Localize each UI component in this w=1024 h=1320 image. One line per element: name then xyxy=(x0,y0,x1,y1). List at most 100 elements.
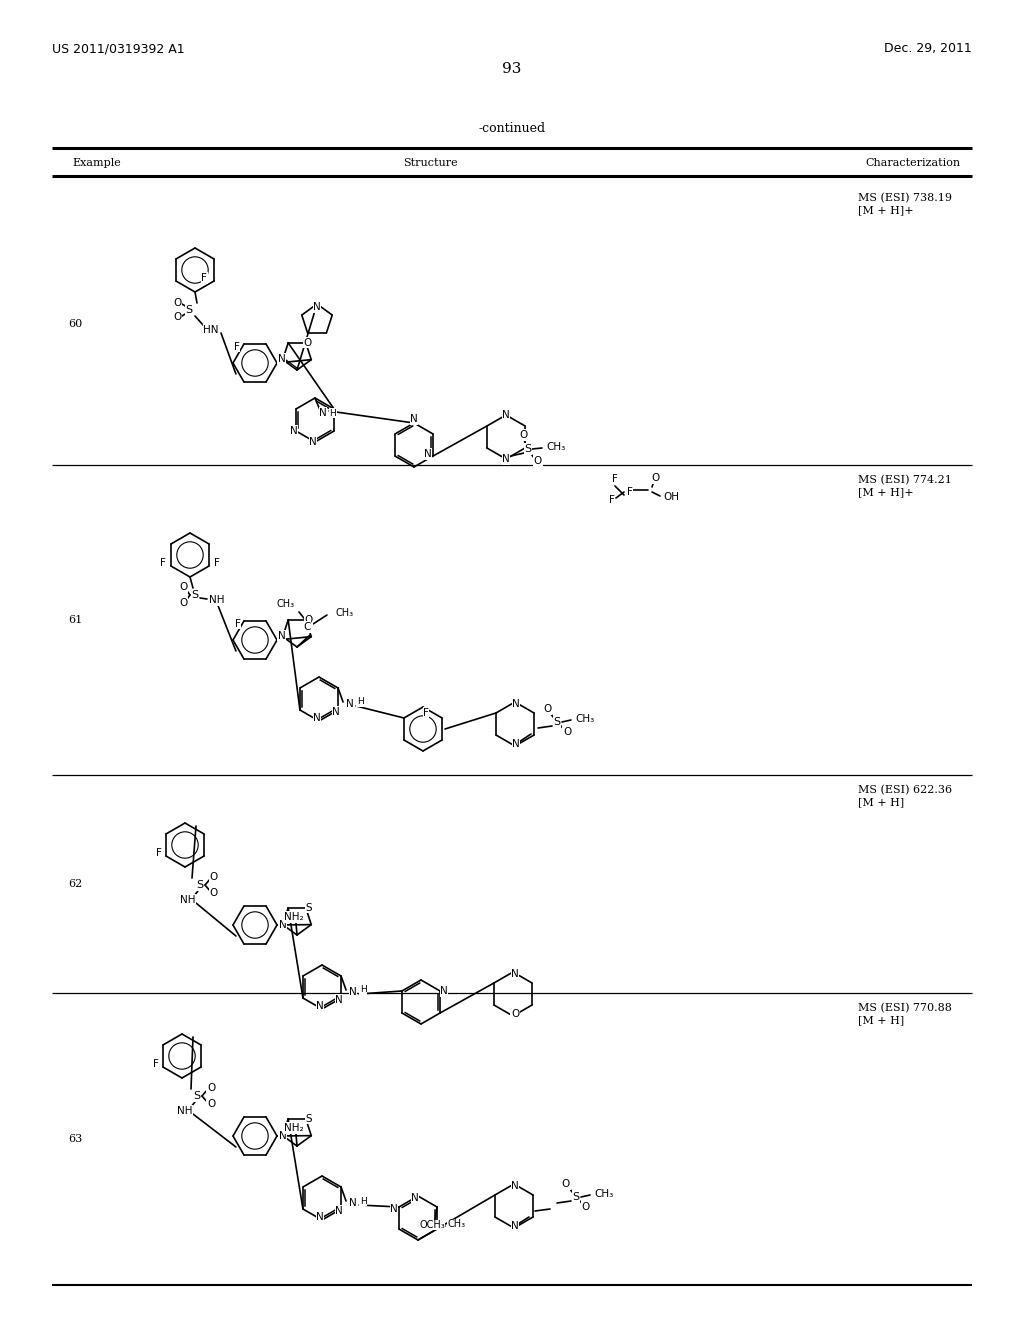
Text: MS (ESI) 622.36
[M + H]: MS (ESI) 622.36 [M + H] xyxy=(858,785,952,807)
Text: F: F xyxy=(609,495,615,506)
Text: NH₂: NH₂ xyxy=(285,912,304,921)
Text: -continued: -continued xyxy=(478,121,546,135)
Text: N: N xyxy=(440,986,447,997)
Text: S: S xyxy=(553,717,560,727)
Text: F: F xyxy=(423,708,429,718)
Text: N: N xyxy=(335,1206,343,1216)
Text: MS (ESI) 738.19
[M + H]+: MS (ESI) 738.19 [M + H]+ xyxy=(858,193,952,215)
Text: O: O xyxy=(173,298,181,308)
Text: N: N xyxy=(316,1212,324,1222)
Text: S: S xyxy=(191,590,199,601)
Text: 93: 93 xyxy=(503,62,521,77)
Text: H: H xyxy=(330,408,336,417)
Text: N: N xyxy=(346,700,354,709)
Text: N: N xyxy=(349,987,357,997)
Text: N: N xyxy=(313,713,321,723)
Text: 60: 60 xyxy=(68,319,82,329)
Text: N: N xyxy=(278,631,286,640)
Text: S: S xyxy=(305,1114,312,1123)
Text: US 2011/0319392 A1: US 2011/0319392 A1 xyxy=(52,42,184,55)
Text: O: O xyxy=(562,1179,570,1189)
Text: F: F xyxy=(153,1059,159,1069)
Text: F: F xyxy=(234,342,240,352)
Text: H: H xyxy=(359,1196,367,1205)
Text: O: O xyxy=(304,338,312,348)
Text: F: F xyxy=(214,558,220,568)
Text: MS (ESI) 774.21
[M + H]+: MS (ESI) 774.21 [M + H]+ xyxy=(858,475,952,496)
Text: CH₃: CH₃ xyxy=(335,609,353,618)
Text: N: N xyxy=(411,1193,419,1203)
Text: S: S xyxy=(305,903,312,913)
Text: S: S xyxy=(524,444,531,454)
Text: S: S xyxy=(572,1192,580,1203)
Text: F: F xyxy=(627,487,633,498)
Text: 63: 63 xyxy=(68,1134,82,1144)
Text: MS (ESI) 770.88
[M + H]: MS (ESI) 770.88 [M + H] xyxy=(858,1003,952,1024)
Text: N: N xyxy=(502,454,510,465)
Text: CH₃: CH₃ xyxy=(575,714,594,723)
Text: O: O xyxy=(179,598,187,609)
Text: O: O xyxy=(207,1100,215,1109)
Text: NH₂: NH₂ xyxy=(285,1123,304,1133)
Text: N: N xyxy=(335,995,343,1005)
Text: CH₃: CH₃ xyxy=(447,1218,465,1229)
Text: O: O xyxy=(173,312,181,322)
Text: O: O xyxy=(543,704,551,714)
Text: NH: NH xyxy=(177,1106,193,1115)
Text: N: N xyxy=(332,708,340,717)
Text: OH: OH xyxy=(663,492,679,502)
Text: F: F xyxy=(236,619,241,628)
Text: O: O xyxy=(305,615,313,624)
Text: F: F xyxy=(156,847,162,858)
Text: Structure: Structure xyxy=(402,158,458,168)
Text: CH₃: CH₃ xyxy=(276,599,295,609)
Text: N: N xyxy=(290,426,298,436)
Text: F: F xyxy=(201,273,207,282)
Text: N: N xyxy=(511,969,519,979)
Text: 62: 62 xyxy=(68,879,82,888)
Text: N: N xyxy=(279,920,287,929)
Text: F: F xyxy=(612,474,617,484)
Text: N: N xyxy=(279,1131,287,1140)
Text: O: O xyxy=(511,1008,519,1019)
Text: O: O xyxy=(210,873,218,882)
Text: N: N xyxy=(313,302,321,312)
Text: Dec. 29, 2011: Dec. 29, 2011 xyxy=(885,42,972,55)
Text: O: O xyxy=(519,430,527,440)
Text: N: N xyxy=(278,354,286,363)
Text: N: N xyxy=(511,1181,519,1191)
Text: OCH₃: OCH₃ xyxy=(419,1220,444,1230)
Text: H: H xyxy=(356,697,364,706)
Text: S: S xyxy=(197,880,204,890)
Text: N: N xyxy=(411,414,418,424)
Text: N: N xyxy=(349,1199,357,1208)
Text: H: H xyxy=(359,986,367,994)
Text: N: N xyxy=(502,411,510,420)
Text: O: O xyxy=(179,582,187,591)
Text: O: O xyxy=(563,727,571,737)
Text: Characterization: Characterization xyxy=(865,158,961,168)
Text: S: S xyxy=(185,305,193,315)
Text: N: N xyxy=(319,408,327,418)
Text: N: N xyxy=(512,700,520,709)
Text: N: N xyxy=(424,449,432,459)
Text: O: O xyxy=(582,1203,590,1212)
Text: O: O xyxy=(210,888,218,898)
Text: F: F xyxy=(160,558,166,568)
Text: N: N xyxy=(512,739,520,748)
Text: S: S xyxy=(194,1092,201,1101)
Text: NH: NH xyxy=(209,595,224,605)
Text: 61: 61 xyxy=(68,615,82,624)
Text: O: O xyxy=(534,455,542,466)
Text: Example: Example xyxy=(72,158,121,168)
Text: N: N xyxy=(511,1221,519,1232)
Text: N: N xyxy=(316,1001,324,1011)
Text: O: O xyxy=(651,473,659,483)
Text: HN: HN xyxy=(203,325,219,335)
Text: CH₃: CH₃ xyxy=(546,442,565,451)
Text: N: N xyxy=(390,1204,397,1214)
Text: C: C xyxy=(303,622,310,632)
Text: CH₃: CH₃ xyxy=(594,1189,613,1199)
Text: N: N xyxy=(309,437,316,447)
Text: NH: NH xyxy=(180,895,196,906)
